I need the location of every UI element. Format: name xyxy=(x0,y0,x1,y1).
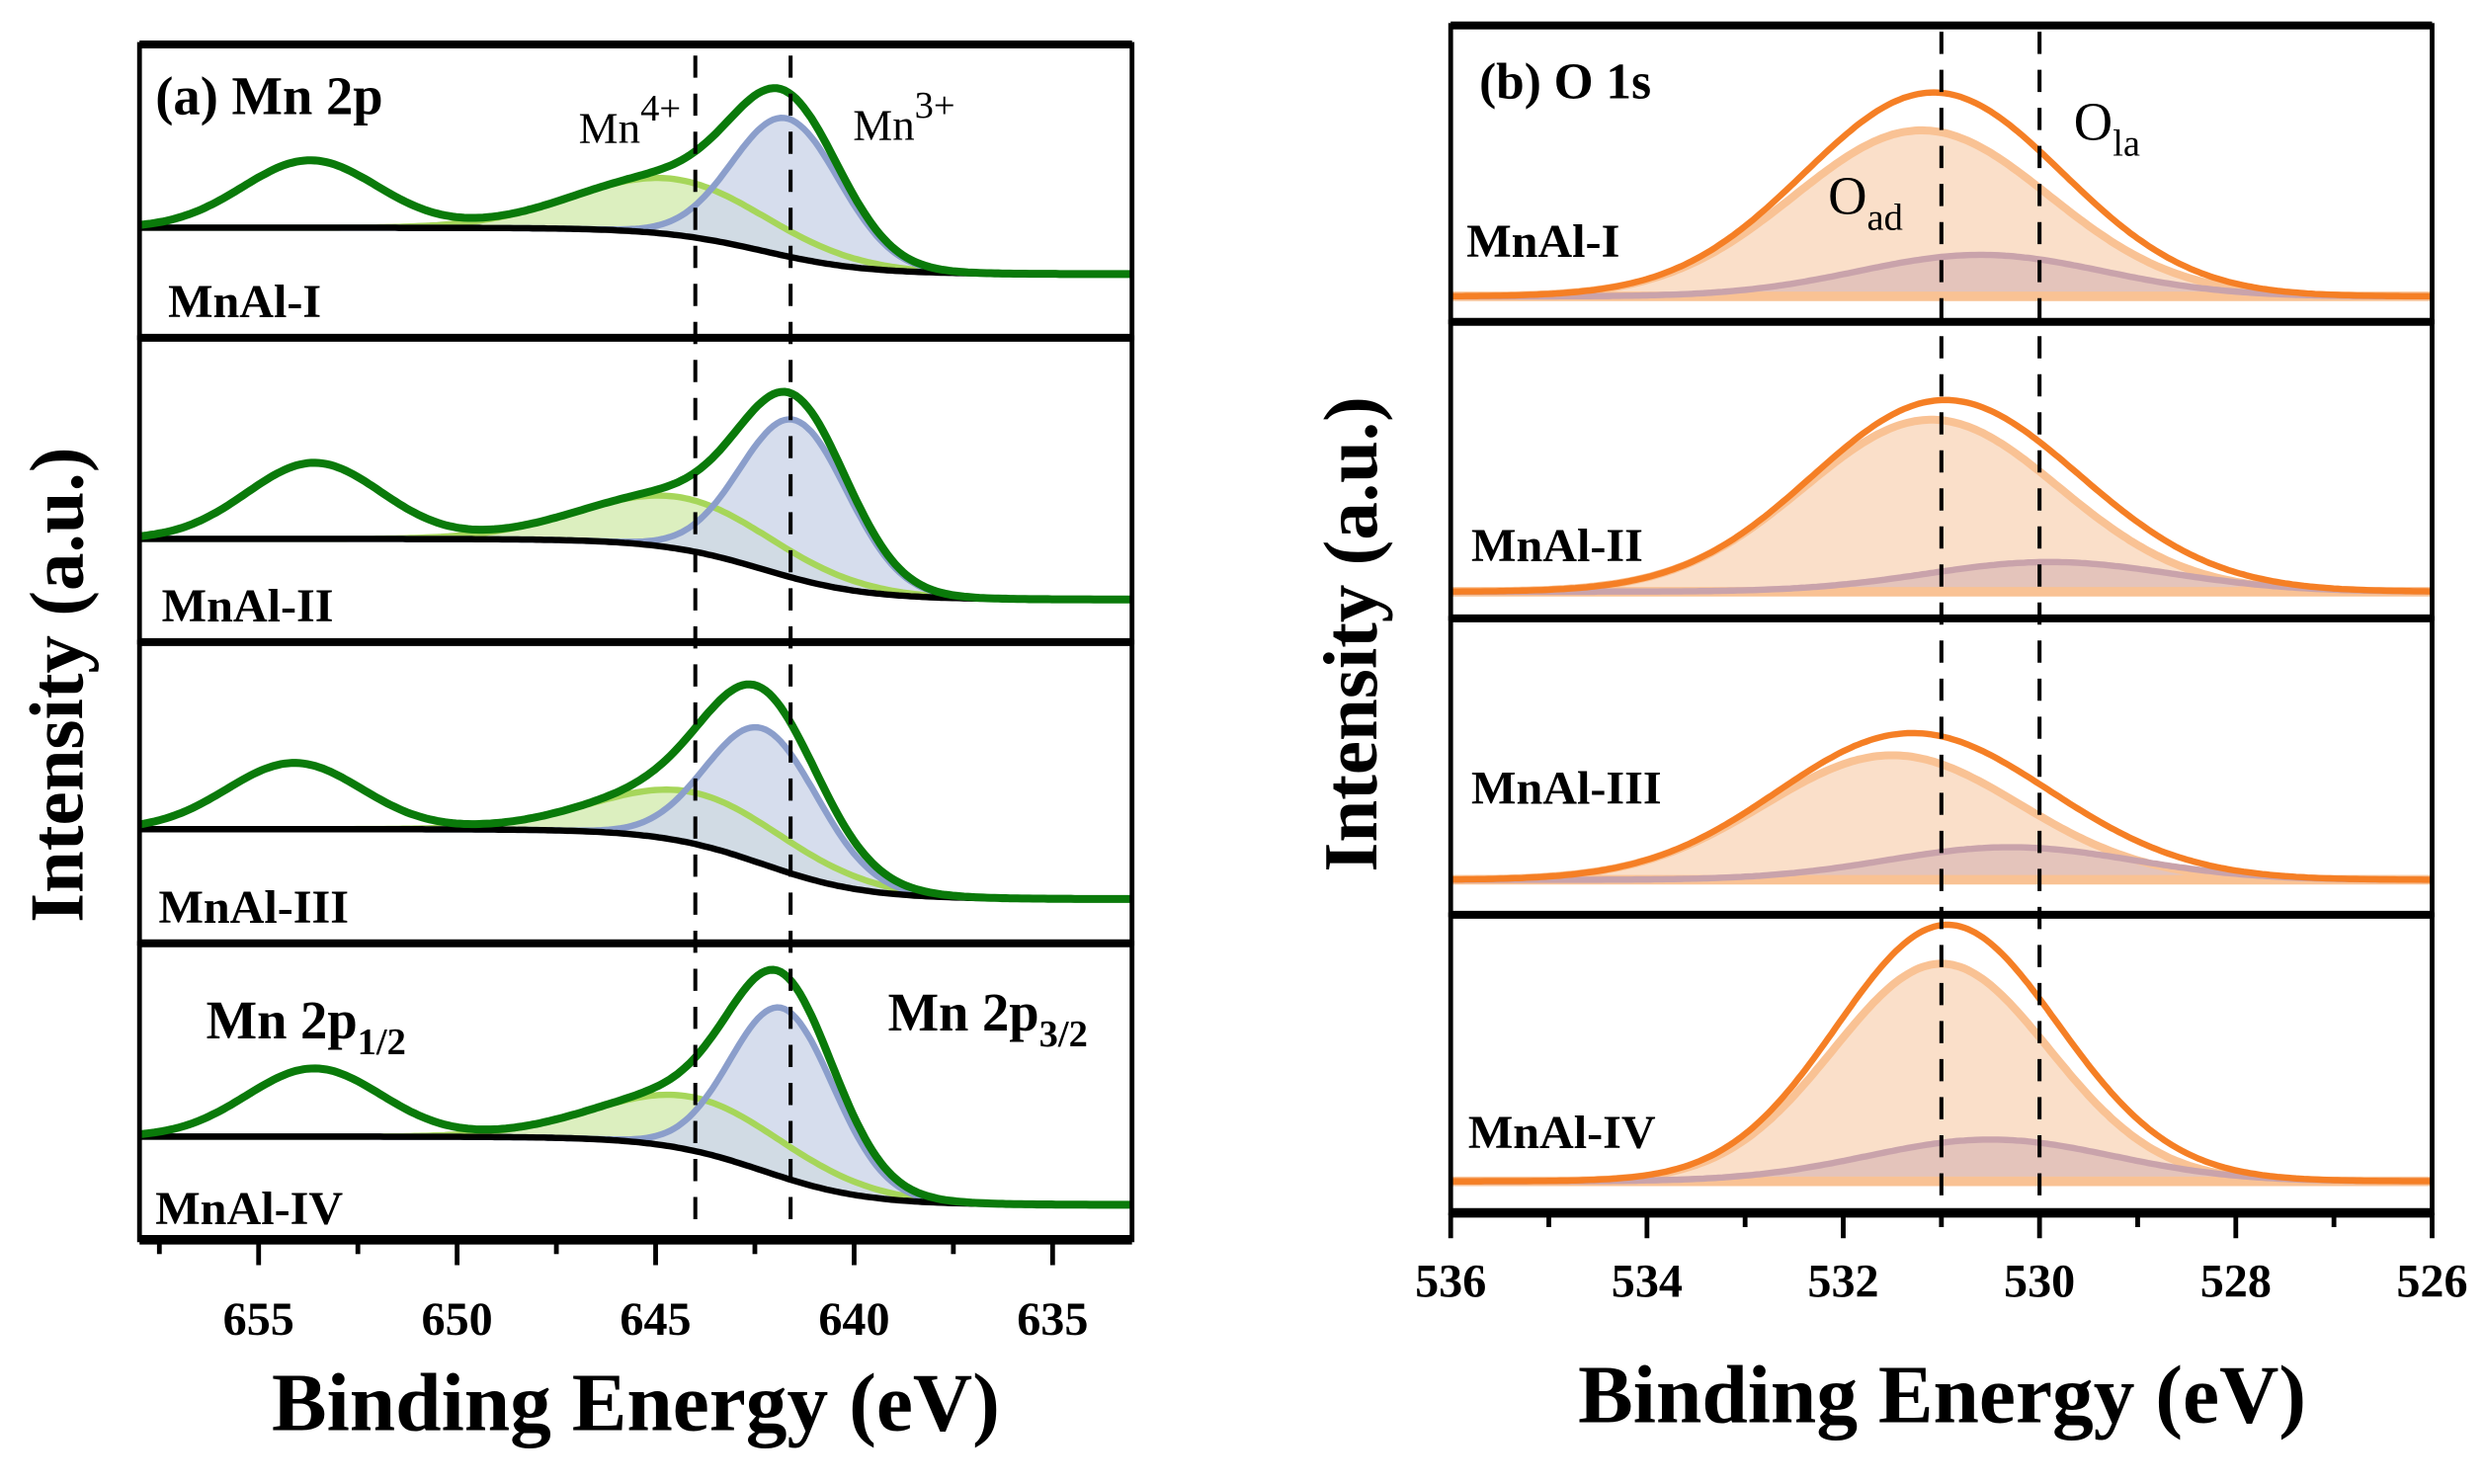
sample-label-a-2: MnAl-II xyxy=(162,580,334,632)
panel-a-title: (a) Mn 2p xyxy=(155,66,382,126)
envelope-line xyxy=(138,965,1132,1209)
envelope-line xyxy=(138,680,1132,903)
x-tick-label: 640 xyxy=(818,1293,889,1346)
background-line xyxy=(139,224,1132,278)
x-tick-label: 526 xyxy=(2396,1256,2467,1308)
ola-label: Ola xyxy=(2074,91,2140,164)
mn4-fill-area xyxy=(139,789,1132,899)
mn4-fill-area xyxy=(139,495,1132,600)
x-tick-label: 536 xyxy=(1415,1256,1486,1308)
x-tick-label: 532 xyxy=(1807,1256,1878,1308)
panel-b-title: (b) O 1s xyxy=(1479,54,1651,111)
mn2p32-label: Mn 2p3/2 xyxy=(888,982,1088,1055)
oad-label: Oad xyxy=(1828,166,1903,239)
x-tick-label: 530 xyxy=(2004,1256,2075,1308)
x-tick-label: 650 xyxy=(422,1293,493,1346)
spectrum-mnal-iv xyxy=(138,965,1132,1209)
mn2p12-label: Mn 2p1/2 xyxy=(207,990,406,1063)
spectrum-mnal-i xyxy=(138,84,1132,279)
sample-label-a-1: MnAl-I xyxy=(168,276,321,328)
x-tick-label: 645 xyxy=(620,1293,691,1346)
panel-a-ylabel: Intensity (a.u.) xyxy=(14,448,99,923)
spectrum-mnal-ii xyxy=(138,387,1132,604)
x-tick-label: 655 xyxy=(223,1293,294,1346)
sample-label-a-4: MnAl-IV xyxy=(155,1183,343,1235)
mn4-label: Mn4+ xyxy=(579,88,681,152)
panel-b-xlabel: Binding Energy (eV) xyxy=(1578,1350,2306,1441)
envelope-line xyxy=(1450,89,2433,300)
panel-b-o1s: 536 534 532 530 528 526 xyxy=(1415,21,2468,1308)
envelope-line xyxy=(1450,396,2433,595)
envelope-line xyxy=(138,84,1132,279)
sample-label-b-4: MnAl-IV xyxy=(1468,1107,1656,1159)
ola-component-line xyxy=(1450,251,2433,300)
x-tick-label: 534 xyxy=(1612,1256,1683,1308)
oad-fill-area xyxy=(1450,129,2433,296)
sample-label-b-1: MnAl-I xyxy=(1466,215,1619,268)
spectrum-mnal-iii xyxy=(138,680,1132,903)
sample-label-a-3: MnAl-III xyxy=(158,881,349,934)
panel-a-xlabel: Binding Energy (eV) xyxy=(272,1358,1000,1448)
oad-fill-area xyxy=(1450,755,2433,880)
x-tick-label: 635 xyxy=(1017,1293,1088,1346)
spectrum-mnal-i xyxy=(1450,89,2433,301)
envelope-line xyxy=(138,387,1132,604)
mn3-label: Mn3+ xyxy=(853,85,954,149)
mn4-fill-area xyxy=(139,1095,1132,1205)
x-tick-label: 528 xyxy=(2200,1256,2272,1308)
sample-label-b-2: MnAl-II xyxy=(1471,520,1643,572)
sample-label-b-3: MnAl-III xyxy=(1471,763,1662,815)
panel-a-mn2p: 655 650 645 640 635 xyxy=(136,40,1135,1346)
panel-b-ylabel: Intensity (a.u.) xyxy=(1308,396,1393,871)
